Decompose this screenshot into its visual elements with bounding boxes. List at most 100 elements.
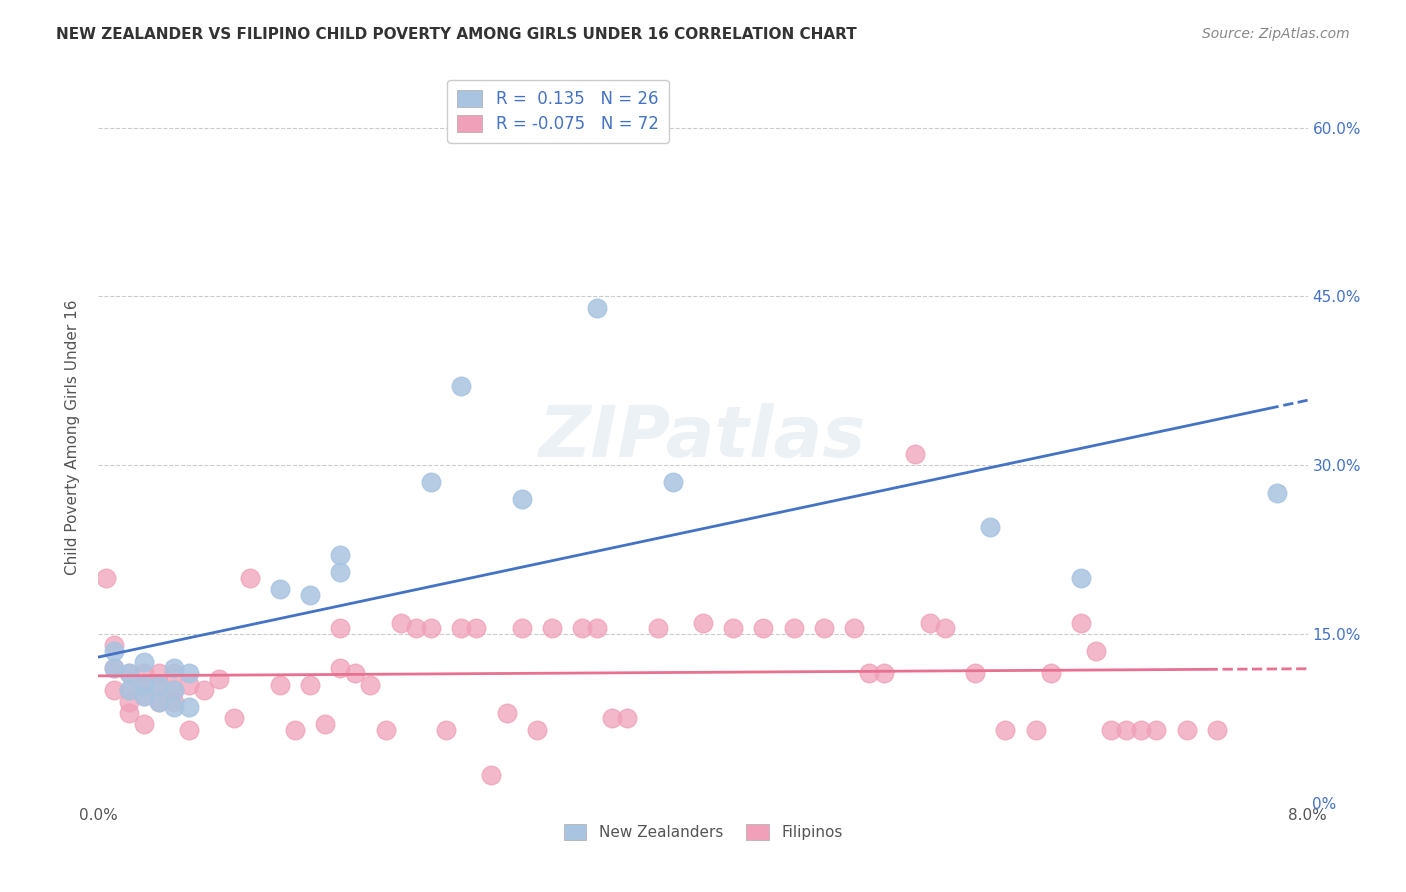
Point (934, 621, 956, 635)
Point (571, 621, 593, 635)
Point (844, 621, 866, 635)
Point (163, 661, 186, 675)
Point (329, 621, 352, 635)
Point (148, 678, 170, 692)
Point (132, 655, 155, 669)
Point (1146, 723, 1168, 737)
Point (661, 475, 683, 489)
Point (692, 615, 714, 630)
Point (389, 615, 412, 630)
Point (979, 520, 1001, 534)
Point (420, 621, 443, 635)
Point (163, 666, 186, 681)
Point (94, 571, 117, 585)
Point (163, 683, 186, 698)
Point (329, 661, 352, 675)
Point (540, 621, 562, 635)
Point (873, 666, 896, 681)
Point (299, 588, 322, 602)
Point (510, 491, 533, 506)
Point (148, 666, 170, 681)
Point (465, 621, 488, 635)
Point (103, 661, 125, 675)
Point (299, 678, 322, 692)
Point (239, 571, 262, 585)
Point (420, 475, 443, 489)
Point (163, 694, 186, 708)
Point (118, 706, 141, 720)
Point (434, 723, 457, 737)
Point (752, 621, 775, 635)
Point (1206, 723, 1229, 737)
Text: Source: ZipAtlas.com: Source: ZipAtlas.com (1202, 27, 1350, 41)
Point (1115, 723, 1137, 737)
Point (904, 447, 927, 461)
Point (329, 565, 352, 579)
Point (994, 723, 1017, 737)
Point (586, 621, 609, 635)
Point (344, 666, 367, 681)
Text: NEW ZEALANDER VS FILIPINO CHILD POVERTY AMONG GIRLS UNDER 16 CORRELATION CHART: NEW ZEALANDER VS FILIPINO CHILD POVERTY … (56, 27, 858, 42)
Point (329, 548, 352, 562)
Point (118, 683, 141, 698)
Point (103, 661, 125, 675)
Point (918, 615, 941, 630)
Point (132, 717, 155, 731)
Y-axis label: Child Poverty Among Girls Under 16: Child Poverty Among Girls Under 16 (65, 300, 80, 574)
Point (103, 644, 125, 658)
Point (208, 672, 231, 686)
Point (481, 767, 503, 781)
Point (163, 700, 186, 714)
Point (132, 678, 155, 692)
Point (284, 723, 307, 737)
Point (179, 678, 201, 692)
Point (179, 666, 201, 681)
Point (118, 683, 141, 698)
Point (163, 683, 186, 698)
Point (1099, 723, 1122, 737)
Point (118, 694, 141, 708)
Point (495, 706, 517, 720)
Point (526, 723, 548, 737)
Point (148, 678, 170, 692)
Point (269, 678, 291, 692)
Point (118, 666, 141, 681)
Point (616, 711, 638, 725)
Point (103, 638, 125, 652)
Point (103, 683, 125, 698)
Point (1039, 666, 1062, 681)
Point (132, 666, 155, 681)
Legend: New Zealanders, Filipinos: New Zealanders, Filipinos (557, 818, 849, 847)
Point (118, 666, 141, 681)
Point (647, 621, 669, 635)
Point (783, 621, 806, 635)
Point (450, 621, 472, 635)
Point (224, 711, 246, 725)
Point (148, 694, 170, 708)
Point (179, 700, 201, 714)
Point (269, 582, 291, 596)
Point (1070, 615, 1092, 630)
Point (179, 723, 201, 737)
Point (314, 717, 336, 731)
Point (405, 621, 427, 635)
Point (360, 678, 382, 692)
Point (813, 621, 835, 635)
Point (1070, 571, 1092, 585)
Point (965, 666, 987, 681)
Point (1085, 644, 1108, 658)
Point (858, 666, 880, 681)
Text: ZIPatlas: ZIPatlas (540, 402, 866, 472)
Point (193, 683, 215, 698)
Point (374, 723, 396, 737)
Point (148, 694, 170, 708)
Point (510, 621, 533, 635)
Point (132, 678, 155, 692)
Point (602, 711, 624, 725)
Point (132, 689, 155, 703)
Point (1130, 723, 1153, 737)
Point (450, 379, 472, 393)
Point (1175, 723, 1198, 737)
Point (1025, 723, 1047, 737)
Point (723, 621, 745, 635)
